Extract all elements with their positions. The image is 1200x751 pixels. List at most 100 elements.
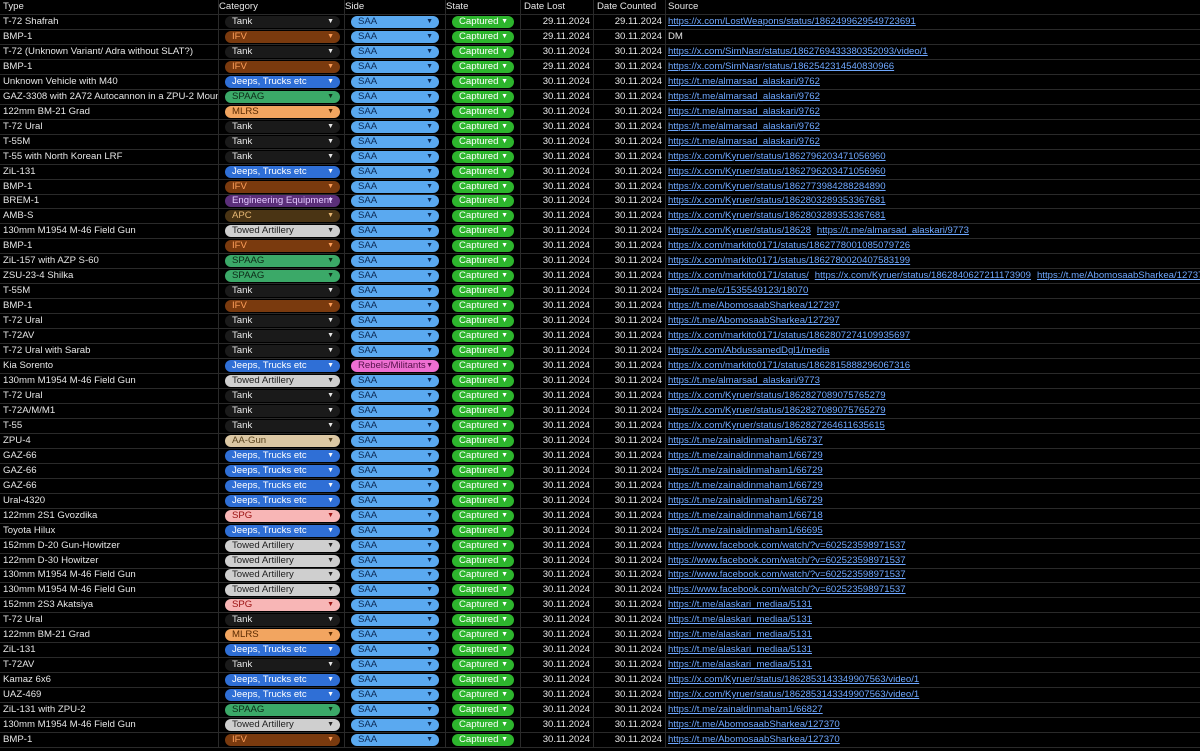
type-cell[interactable]: T-72AV (0, 329, 219, 344)
date-lost-cell[interactable]: 30.11.2024 (521, 388, 594, 403)
state-cell[interactable]: Captured ▼ (446, 164, 521, 179)
type-cell[interactable]: ZiL-157 with AZP S-60 (0, 254, 219, 269)
date-lost-cell[interactable]: 30.11.2024 (521, 673, 594, 688)
source-link[interactable]: https://t.me/zainaldinmaham1/66737 (668, 434, 823, 446)
date-counted-cell[interactable]: 30.11.2024 (594, 658, 666, 673)
date-lost-cell[interactable]: 30.11.2024 (521, 478, 594, 493)
source-link[interactable]: https://t.me/almarsad_alaskari/9773 (668, 375, 820, 386)
state-chip[interactable]: Captured ▼ (452, 270, 514, 283)
category-cell[interactable]: Tank ▼ (219, 44, 345, 59)
state-cell[interactable]: Captured ▼ (446, 194, 521, 209)
state-cell[interactable]: Captured ▼ (446, 478, 521, 493)
source-link[interactable]: https://www.facebook.com/watch/?v=602523… (668, 554, 906, 566)
source-link[interactable]: https://x.com/markito0171/status/1862807… (668, 330, 911, 342)
date-lost-cell[interactable]: 30.11.2024 (521, 598, 594, 613)
state-chip[interactable]: Captured ▼ (452, 614, 514, 627)
source-link[interactable]: https://t.me/alaskari_mediaa/5131 (668, 659, 812, 671)
date-counted-cell[interactable]: 30.11.2024 (594, 284, 666, 299)
source-cell[interactable]: https://x.com/Kyruer/status/186285314334… (666, 673, 1200, 687)
date-counted-cell[interactable]: 30.11.2024 (594, 104, 666, 119)
side-chip[interactable]: SAA ▼ (351, 614, 439, 627)
date-lost-cell[interactable]: 30.11.2024 (521, 613, 594, 628)
source-link[interactable]: https://x.com/Kyruer/status/186277398428… (668, 180, 886, 192)
source-cell[interactable]: https://x.com/markito0171/status/1862815… (666, 359, 1200, 373)
side-chip[interactable]: SAA ▼ (351, 240, 439, 253)
date-lost-cell[interactable]: 29.11.2024 (521, 14, 594, 29)
source-link[interactable]: https://x.com/LostWeapons/status/1862499… (668, 15, 916, 27)
date-lost-cell[interactable]: 30.11.2024 (521, 269, 594, 284)
source-link[interactable]: https://t.me/AbomosaabSharkea/127370 (668, 719, 840, 731)
state-chip[interactable]: Captured ▼ (452, 404, 514, 417)
category-cell[interactable]: Tank ▼ (219, 329, 345, 344)
category-cell[interactable]: IFV ▼ (219, 733, 345, 748)
date-lost-cell[interactable]: 30.11.2024 (521, 149, 594, 164)
source-link[interactable]: https://x.com/markito0171/status/ (668, 270, 809, 282)
date-lost-cell[interactable]: 30.11.2024 (521, 628, 594, 643)
source-link[interactable]: https://t.me/zainaldinmaham1/66695 (668, 524, 823, 536)
category-cell[interactable]: AA-Gun ▼ (219, 433, 345, 448)
side-chip[interactable]: SAA ▼ (351, 210, 439, 223)
date-counted-cell[interactable]: 30.11.2024 (594, 224, 666, 239)
side-cell[interactable]: SAA ▼ (345, 314, 446, 329)
date-lost-cell[interactable]: 30.11.2024 (521, 403, 594, 418)
date-counted-cell[interactable]: 30.11.2024 (594, 194, 666, 209)
state-cell[interactable]: Captured ▼ (446, 314, 521, 329)
source-cell[interactable]: https://x.com/Kyruer/status/186280328935… (666, 209, 1200, 223)
category-cell[interactable]: APC ▼ (219, 209, 345, 224)
source-cell[interactable]: https://x.com/Kyruer/status/18628 https:/… (666, 224, 1200, 238)
date-counted-cell[interactable]: 30.11.2024 (594, 329, 666, 344)
state-cell[interactable]: Captured ▼ (446, 134, 521, 149)
source-link[interactable]: https://x.com/Kyruer/status/186279620347… (668, 150, 886, 162)
source-link[interactable]: https://x.com/Kyruer/status/186284062721… (814, 270, 1031, 282)
state-chip[interactable]: Captured ▼ (452, 584, 514, 597)
side-cell[interactable]: SAA ▼ (345, 104, 446, 119)
category-chip[interactable]: Jeeps, Trucks etc ▼ (225, 674, 340, 687)
source-cell[interactable]: https://t.me/alaskari_mediaa/5131 (666, 613, 1200, 627)
state-cell[interactable]: Captured ▼ (446, 508, 521, 523)
category-chip[interactable]: IFV ▼ (225, 60, 340, 73)
date-counted-cell[interactable]: 30.11.2024 (594, 523, 666, 538)
source-cell[interactable]: https://t.me/almarsad_alaskari/9762 (666, 75, 1200, 89)
source-link[interactable]: https://x.com/SimNasr/status/18627694333… (668, 45, 928, 57)
type-cell[interactable]: 152mm 2S3 Akatsiya (0, 598, 219, 613)
side-cell[interactable]: SAA ▼ (345, 673, 446, 688)
state-chip[interactable]: Captured ▼ (452, 554, 514, 567)
state-chip[interactable]: Captured ▼ (452, 60, 514, 73)
state-chip[interactable]: Captured ▼ (452, 569, 514, 582)
state-cell[interactable]: Captured ▼ (446, 59, 521, 74)
state-chip[interactable]: Captured ▼ (452, 419, 514, 432)
source-cell[interactable]: https://t.me/almarsad_alaskari/9762 (666, 105, 1200, 119)
source-cell[interactable]: https://t.me/zainaldinmaham1/66695 (666, 524, 1200, 538)
side-chip[interactable]: SAA ▼ (351, 584, 439, 597)
category-cell[interactable]: Towed Artillery ▼ (219, 374, 345, 388)
category-cell[interactable]: Towed Artillery ▼ (219, 568, 345, 583)
category-cell[interactable]: Jeeps, Trucks etc ▼ (219, 164, 345, 179)
state-cell[interactable]: Captured ▼ (446, 359, 521, 374)
state-chip[interactable]: Captured ▼ (452, 165, 514, 178)
state-chip[interactable]: Captured ▼ (452, 15, 514, 28)
state-cell[interactable]: Captured ▼ (446, 418, 521, 433)
date-lost-cell[interactable]: 30.11.2024 (521, 703, 594, 718)
state-chip[interactable]: Captured ▼ (452, 449, 514, 462)
category-chip[interactable]: SPG ▼ (225, 509, 340, 522)
state-cell[interactable]: Captured ▼ (446, 433, 521, 448)
state-chip[interactable]: Captured ▼ (452, 150, 514, 163)
source-cell[interactable]: https://x.com/Kyruer/status/186282708907… (666, 404, 1200, 418)
category-cell[interactable]: IFV ▼ (219, 59, 345, 74)
type-cell[interactable]: 130mm M1954 M-46 Field Gun (0, 718, 219, 733)
category-cell[interactable]: Jeeps, Trucks etc ▼ (219, 478, 345, 493)
side-chip[interactable]: SAA ▼ (351, 180, 439, 193)
category-chip[interactable]: Towed Artillery ▼ (225, 554, 340, 567)
source-cell[interactable]: https://t.me/alaskari_mediaa/5131 (666, 628, 1200, 642)
source-link[interactable]: https://x.com/AbdussamedDgl1/media (668, 345, 830, 357)
state-chip[interactable]: Captured ▼ (452, 375, 514, 387)
category-cell[interactable]: SPAAG ▼ (219, 269, 345, 284)
date-counted-cell[interactable]: 30.11.2024 (594, 673, 666, 688)
source-link[interactable]: https://t.me/zainaldinmaham1/66729 (668, 449, 823, 461)
source-link[interactable]: https://x.com/Kyruer/status/186279620347… (668, 165, 886, 177)
side-cell[interactable]: SAA ▼ (345, 344, 446, 359)
category-cell[interactable]: MLRS ▼ (219, 628, 345, 643)
source-cell[interactable]: https://x.com/Kyruer/status/186280328935… (666, 194, 1200, 208)
source-cell[interactable]: https://t.me/alaskari_mediaa/5131 (666, 598, 1200, 612)
side-cell[interactable]: SAA ▼ (345, 718, 446, 733)
